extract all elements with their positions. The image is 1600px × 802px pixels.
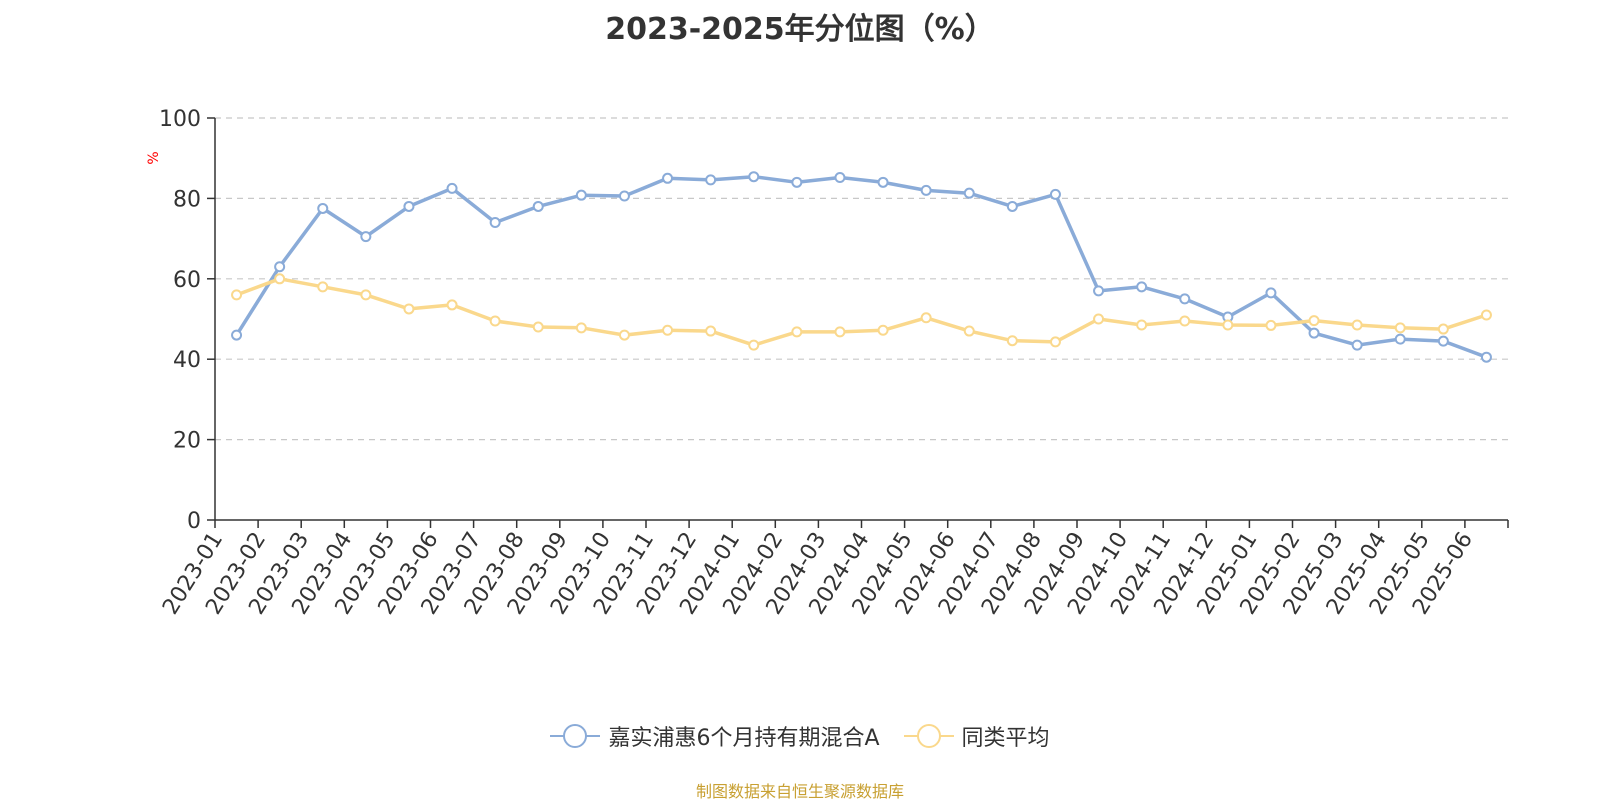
data-point-series-2[interactable] bbox=[317, 281, 329, 293]
series-line-1 bbox=[235, 174, 1488, 359]
data-point-series-2[interactable] bbox=[274, 273, 286, 285]
data-point-series-1[interactable] bbox=[834, 171, 846, 183]
data-point-series-2[interactable] bbox=[1049, 336, 1061, 348]
data-point-series-1[interactable] bbox=[618, 190, 630, 202]
y-axis-label: % bbox=[146, 151, 162, 164]
data-point-series-2[interactable] bbox=[1179, 315, 1191, 327]
data-point-series-1[interactable] bbox=[963, 187, 975, 199]
data-point-series-1[interactable] bbox=[877, 176, 889, 188]
data-point-series-2[interactable] bbox=[662, 324, 674, 336]
legend-label-series-2: 同类平均 bbox=[961, 726, 1050, 751]
data-point-series-2[interactable] bbox=[618, 329, 630, 341]
data-point-series-1[interactable] bbox=[360, 231, 372, 243]
y-tick-label: 20 bbox=[173, 429, 201, 454]
data-point-series-2[interactable] bbox=[1136, 319, 1148, 331]
data-point-series-1[interactable] bbox=[1480, 351, 1492, 363]
data-point-series-1[interactable] bbox=[575, 189, 587, 201]
data-point-series-1[interactable] bbox=[705, 174, 717, 186]
legend-item-series-1[interactable]: 嘉实浦惠6个月持有期混合A bbox=[550, 720, 880, 752]
data-point-series-2[interactable] bbox=[963, 325, 975, 337]
y-tick-label: 80 bbox=[173, 187, 201, 212]
data-point-series-1[interactable] bbox=[791, 176, 803, 188]
data-point-series-2[interactable] bbox=[1222, 319, 1234, 331]
data-point-series-2[interactable] bbox=[360, 289, 372, 301]
data-point-series-2[interactable] bbox=[1480, 309, 1492, 321]
data-point-series-2[interactable] bbox=[877, 324, 889, 336]
data-point-series-2[interactable] bbox=[920, 312, 932, 324]
data-point-series-2[interactable] bbox=[489, 315, 501, 327]
data-point-series-2[interactable] bbox=[1265, 319, 1277, 331]
data-point-series-1[interactable] bbox=[274, 261, 286, 273]
data-point-series-1[interactable] bbox=[1351, 339, 1363, 351]
data-point-series-1[interactable] bbox=[1265, 287, 1277, 299]
data-point-series-1[interactable] bbox=[532, 200, 544, 212]
data-point-series-1[interactable] bbox=[403, 200, 415, 212]
data-point-series-1[interactable] bbox=[489, 217, 501, 229]
data-point-series-2[interactable] bbox=[1308, 315, 1320, 327]
legend-item-series-2[interactable]: 同类平均 bbox=[903, 720, 1050, 752]
data-point-series-1[interactable] bbox=[446, 182, 458, 194]
series-line-2 bbox=[235, 277, 1488, 347]
y-tick-label: 60 bbox=[173, 268, 201, 293]
legend-marker-series-2 bbox=[903, 724, 954, 748]
data-point-series-1[interactable] bbox=[662, 172, 674, 184]
data-point-series-1[interactable] bbox=[748, 171, 760, 183]
data-point-series-2[interactable] bbox=[705, 325, 717, 337]
data-point-series-2[interactable] bbox=[446, 299, 458, 311]
data-point-series-2[interactable] bbox=[1006, 335, 1018, 347]
data-point-series-2[interactable] bbox=[532, 321, 544, 333]
data-point-series-1[interactable] bbox=[1394, 333, 1406, 345]
data-point-series-1[interactable] bbox=[1049, 188, 1061, 200]
legend-marker-series-1 bbox=[550, 724, 601, 748]
y-tick-label: 40 bbox=[173, 348, 201, 373]
data-point-series-1[interactable] bbox=[1006, 200, 1018, 212]
chart-title: 2023-2025年分位图（%） bbox=[605, 12, 995, 47]
legend-label-series-1: 嘉实浦惠6个月持有期混合A bbox=[608, 726, 880, 751]
data-point-series-2[interactable] bbox=[748, 339, 760, 351]
source-note: 制图数据来自恒生聚源数据库 bbox=[695, 782, 904, 801]
data-point-series-1[interactable] bbox=[1437, 335, 1449, 347]
data-point-series-2[interactable] bbox=[1437, 323, 1449, 335]
data-point-series-2[interactable] bbox=[1351, 319, 1363, 331]
y-tick-label: 0 bbox=[187, 509, 201, 534]
data-point-series-1[interactable] bbox=[231, 329, 243, 341]
data-point-series-2[interactable] bbox=[403, 303, 415, 315]
data-point-series-2[interactable] bbox=[1394, 322, 1406, 334]
data-point-series-1[interactable] bbox=[920, 184, 932, 196]
data-point-series-1[interactable] bbox=[1136, 281, 1148, 293]
data-point-series-2[interactable] bbox=[834, 326, 846, 338]
data-point-series-1[interactable] bbox=[317, 202, 329, 214]
y-tick-label: 100 bbox=[159, 107, 201, 132]
data-point-series-1[interactable] bbox=[1308, 327, 1320, 339]
data-point-series-1[interactable] bbox=[1093, 285, 1105, 297]
data-point-series-2[interactable] bbox=[231, 289, 243, 301]
data-point-series-1[interactable] bbox=[1179, 293, 1191, 305]
chart-legend: 嘉实浦惠6个月持有期混合A 同类平均 bbox=[0, 720, 1600, 752]
data-point-series-2[interactable] bbox=[1093, 313, 1105, 325]
data-point-series-2[interactable] bbox=[791, 326, 803, 338]
data-point-series-2[interactable] bbox=[575, 322, 587, 334]
